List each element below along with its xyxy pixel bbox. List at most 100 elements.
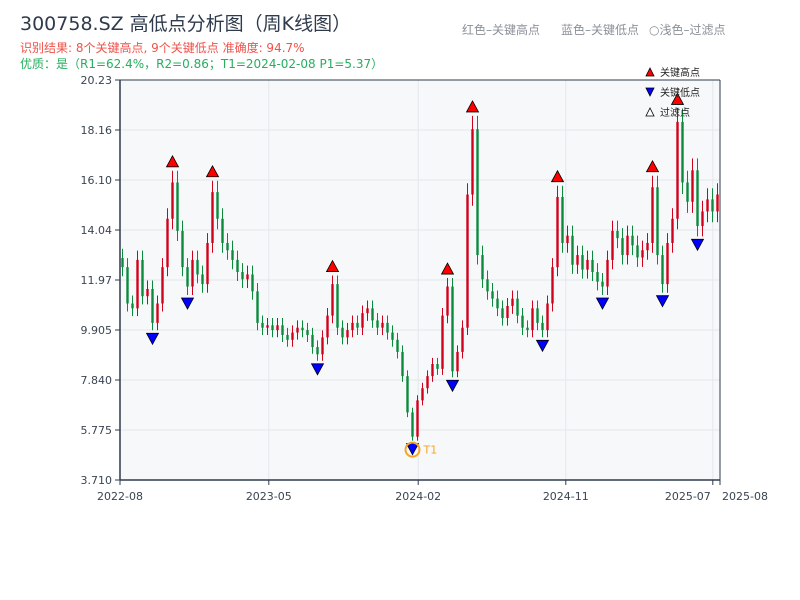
candle-body <box>576 255 579 265</box>
candle-body <box>236 259 239 273</box>
candle-body <box>616 230 619 239</box>
candle-body <box>581 255 584 270</box>
key-high-marker <box>550 169 565 183</box>
key-high-marker <box>440 262 455 275</box>
candle-body <box>321 337 324 355</box>
candle-body <box>296 327 299 333</box>
candle-body <box>216 192 219 219</box>
candle-body <box>371 308 374 321</box>
candle-body <box>706 199 709 212</box>
candle-body <box>336 284 339 328</box>
candle-body <box>506 305 509 319</box>
candle-body <box>326 315 329 338</box>
candle-body <box>346 330 349 338</box>
candle-body <box>466 194 469 328</box>
key-high-marker <box>325 259 340 272</box>
y-tick-label: 20.23 <box>81 74 113 87</box>
candle-body <box>161 267 164 304</box>
candle-body <box>201 274 204 285</box>
candle-body <box>456 351 459 372</box>
key-low-marker <box>445 379 460 393</box>
candle-body <box>221 218 224 243</box>
candle-body <box>431 364 434 377</box>
y-tick-label: 16.10 <box>81 174 113 187</box>
key-low-marker <box>310 363 325 376</box>
candle-body <box>281 325 284 335</box>
candle-body <box>681 121 684 183</box>
candle-body <box>471 129 474 195</box>
candle-body <box>521 315 524 328</box>
candle-body <box>276 325 279 331</box>
candle-body <box>151 288 154 323</box>
candle-body <box>341 327 344 338</box>
candle-body <box>401 351 404 377</box>
candle-body <box>451 286 454 372</box>
candle-body <box>606 259 609 287</box>
y-tick-label: 11.97 <box>81 274 113 287</box>
y-tick-label: 9.905 <box>81 324 113 337</box>
candle-body <box>656 187 659 256</box>
candle-body <box>566 235 569 243</box>
t1-marker <box>404 441 421 458</box>
candle-body <box>131 303 134 309</box>
candle-body <box>361 313 364 328</box>
candle-body <box>351 322 354 331</box>
candle-body <box>241 272 244 280</box>
candle-body <box>546 303 549 331</box>
candle-body <box>436 364 439 369</box>
candle-body <box>426 376 429 389</box>
key-low-marker <box>180 297 195 310</box>
candle-body <box>666 242 669 285</box>
candle-body <box>646 242 649 251</box>
candle-body <box>531 308 534 331</box>
candle-body <box>586 259 589 270</box>
x-tick-label: 2022-08 <box>97 490 143 503</box>
x-tick-label: 2025-07 <box>665 490 711 503</box>
chart-title: 300758.SZ 高低点分析图（周K线图） <box>20 13 352 35</box>
hint-blue-low: 蓝色–关键低点 <box>561 23 640 37</box>
candle-body <box>636 245 639 258</box>
candle-body <box>626 235 629 256</box>
key-high-marker <box>205 164 220 178</box>
candle-body <box>651 187 654 243</box>
candle-body <box>126 267 129 304</box>
candle-body <box>311 334 314 348</box>
candle-body <box>496 298 499 309</box>
candle-body <box>121 258 124 268</box>
key-low-marker <box>595 297 610 310</box>
legend-marker-0 <box>645 67 655 77</box>
candle-body <box>286 334 289 340</box>
candle-body <box>536 308 539 323</box>
key-high-marker <box>465 100 480 113</box>
quality-subtitle: 优质：是（R1=62.4%，R2=0.86；T1=2024-02-08 P1=5… <box>20 57 384 71</box>
candle-body <box>181 230 184 268</box>
legend-label: 过滤点 <box>660 106 690 119</box>
candle-body <box>411 412 414 437</box>
candle-body <box>191 259 194 287</box>
candle-body <box>686 182 689 202</box>
legend-label: 关键高点 <box>660 66 700 79</box>
candle-body <box>366 308 369 314</box>
candle-body <box>621 238 624 256</box>
x-tick-label: 2025-08 <box>722 490 768 503</box>
candle-body <box>166 218 169 268</box>
y-tick-label: 3.710 <box>81 474 113 487</box>
candle-body <box>146 288 149 297</box>
candle-body <box>511 298 514 306</box>
candle-body <box>611 230 614 260</box>
hint-red-high: 红色–关键高点 <box>462 23 541 37</box>
candle-body <box>211 192 214 243</box>
candle-body <box>381 322 384 328</box>
candle-body <box>541 322 544 331</box>
candle-body <box>171 182 174 219</box>
candle-body <box>486 279 489 292</box>
key-low-marker <box>145 332 160 346</box>
candle-body <box>331 284 334 316</box>
candle-body <box>641 250 644 258</box>
legend-marker-1 <box>645 87 655 97</box>
candle-body <box>136 259 139 309</box>
candle-body <box>501 308 504 319</box>
x-tick-label: 2024-11 <box>543 490 589 503</box>
candle-body <box>271 325 274 331</box>
candle-body <box>696 170 699 227</box>
